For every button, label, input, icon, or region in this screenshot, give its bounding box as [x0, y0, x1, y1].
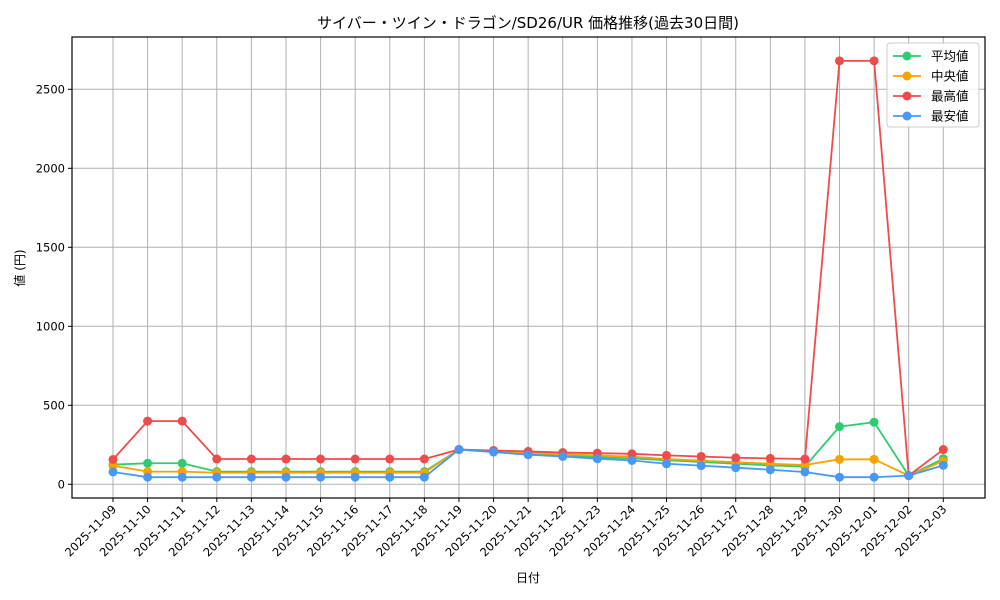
- y-tick-label: 1500: [36, 240, 65, 254]
- data-point: [246, 472, 256, 482]
- data-point: [835, 472, 845, 482]
- data-point: [523, 450, 533, 460]
- data-point: [662, 450, 672, 460]
- data-point: [108, 467, 118, 477]
- data-point: [177, 416, 187, 426]
- data-point: [800, 467, 810, 477]
- y-tick-label: 0: [58, 477, 65, 491]
- data-series: [108, 56, 948, 482]
- series-line: [108, 445, 948, 482]
- legend-marker-icon: [902, 111, 912, 121]
- data-point: [281, 454, 291, 464]
- data-point: [177, 472, 187, 482]
- y-tick-label: 2000: [36, 161, 65, 175]
- data-point: [419, 454, 429, 464]
- data-point: [489, 447, 499, 457]
- data-point: [108, 461, 118, 471]
- y-tick-label: 500: [43, 398, 65, 412]
- data-point: [212, 454, 222, 464]
- chart-title: サイバー・ツイン・ドラゴン/SD26/UR 価格推移(過去30日間): [317, 14, 739, 32]
- legend-marker-icon: [902, 71, 912, 81]
- data-point: [281, 472, 291, 482]
- data-point: [212, 472, 222, 482]
- data-point: [246, 454, 256, 464]
- data-point: [108, 454, 118, 464]
- legend-label: 最安値: [931, 109, 969, 124]
- legend-box: [886, 42, 980, 128]
- data-point: [835, 454, 845, 464]
- data-point: [731, 463, 741, 473]
- data-point: [316, 472, 326, 482]
- y-tick-label: 1000: [36, 319, 65, 333]
- grid-lines: [72, 37, 985, 498]
- data-point: [938, 460, 948, 470]
- legend-marker-icon: [902, 91, 912, 101]
- data-point: [662, 459, 672, 469]
- legend-marker-icon: [902, 51, 912, 61]
- data-point: [316, 454, 326, 464]
- data-point: [454, 445, 464, 455]
- legend-label: 最高値: [931, 89, 969, 104]
- data-point: [419, 472, 429, 482]
- data-point: [938, 445, 948, 455]
- data-point: [869, 454, 879, 464]
- data-point: [800, 454, 810, 464]
- data-point: [904, 471, 914, 481]
- data-point: [835, 422, 845, 432]
- data-point: [696, 451, 706, 461]
- data-point: [558, 451, 568, 461]
- data-point: [765, 465, 775, 475]
- data-point: [765, 453, 775, 463]
- data-point: [696, 461, 706, 471]
- data-point: [627, 449, 637, 459]
- data-point: [627, 455, 637, 465]
- data-point: [350, 472, 360, 482]
- data-point: [385, 472, 395, 482]
- y-axis-ticks: 0 500 1000 1500 2000 2500: [36, 82, 72, 491]
- data-point: [835, 56, 845, 66]
- data-point: [869, 56, 879, 66]
- data-point: [350, 454, 360, 464]
- data-point: [869, 472, 879, 482]
- data-point: [869, 417, 879, 427]
- x-axis-label: 日付: [516, 571, 540, 585]
- legend-label: 平均値: [931, 49, 969, 64]
- data-point: [385, 454, 395, 464]
- data-point: [592, 454, 602, 464]
- y-tick-label: 2500: [36, 82, 65, 96]
- legend-label: 中央値: [931, 69, 969, 84]
- data-point: [731, 453, 741, 463]
- x-axis-ticks: 2025-11-092025-11-102025-11-112025-11-12…: [62, 498, 949, 559]
- data-point: [143, 416, 153, 426]
- data-point: [177, 458, 187, 468]
- data-point: [143, 472, 153, 482]
- y-axis-label: 値 (円): [12, 249, 27, 286]
- data-point: [143, 458, 153, 468]
